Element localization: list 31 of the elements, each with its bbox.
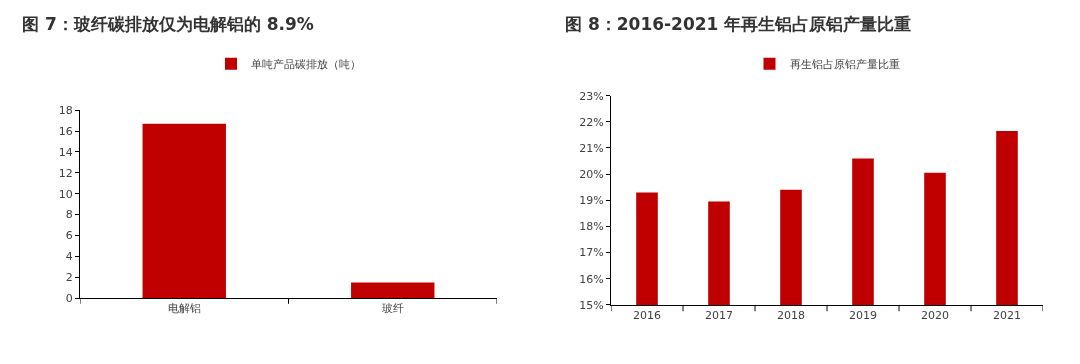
y-tick-label: 22%	[579, 115, 604, 129]
y-tick-label: 2	[65, 271, 73, 285]
y-tick-label: 4	[65, 250, 73, 264]
legend-label: 单吨产品碳排放（吨）	[251, 58, 361, 72]
x-tick-label: 2021	[993, 309, 1021, 323]
x-tick-label: 2020	[921, 309, 949, 323]
y-tick-label: 0	[65, 292, 73, 306]
y-tick-label: 17%	[579, 246, 604, 260]
y-tick-label: 12	[58, 166, 73, 180]
y-tick-label: 8	[65, 208, 73, 222]
y-tick-label: 15%	[579, 298, 604, 312]
y-tick-label: 18%	[579, 220, 604, 234]
x-tick-label: 玻纤	[381, 302, 404, 316]
y-tick-label: 6	[65, 229, 73, 243]
y-tick-label: 10	[58, 187, 73, 201]
legend-label: 再生铝占原铝产量比重	[789, 58, 900, 72]
x-tick-label: 2016	[633, 309, 661, 323]
y-tick-label: 14	[58, 145, 73, 159]
chart-title: 图 8：2016-2021 年再生铝占原铝产量比重	[565, 14, 912, 34]
x-tick-label: 2019	[849, 309, 877, 323]
y-tick-label: 18	[58, 103, 73, 117]
y-tick-label: 16%	[579, 272, 604, 286]
x-tick-label: 2017	[705, 309, 733, 323]
y-tick-label: 19%	[579, 194, 604, 208]
x-tick-label: 电解铝	[167, 302, 201, 316]
y-tick-label: 20%	[579, 168, 604, 181]
y-tick-label: 16	[58, 124, 73, 138]
chart-title: 图 7：玻纤碳排放仅为电解铝的 8.9%	[22, 14, 314, 34]
y-tick-label: 21%	[579, 141, 604, 155]
y-tick-label: 23%	[579, 89, 604, 103]
x-tick-label: 2018	[777, 309, 805, 323]
